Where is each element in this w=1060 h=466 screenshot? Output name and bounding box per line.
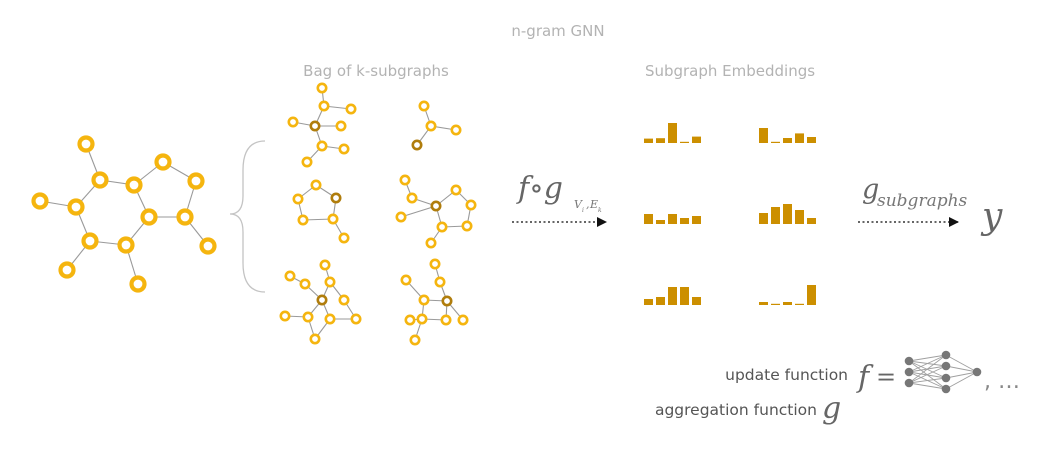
update-function-label: update function bbox=[725, 366, 848, 384]
subgraph-1 bbox=[287, 82, 357, 168]
graph-node bbox=[129, 275, 147, 293]
center-node bbox=[330, 192, 342, 204]
graph-node bbox=[81, 232, 99, 250]
graph-node bbox=[58, 261, 76, 279]
histogram-bar bbox=[795, 210, 804, 224]
center-node bbox=[430, 200, 442, 212]
neural-network-icon bbox=[904, 350, 982, 394]
histogram-bar bbox=[680, 287, 689, 305]
histogram-bar bbox=[771, 207, 780, 224]
histogram-bar bbox=[692, 297, 701, 305]
graph-node bbox=[67, 198, 85, 216]
center-node bbox=[316, 294, 328, 306]
embedding-histogram bbox=[759, 128, 816, 143]
histogram-bar bbox=[656, 220, 665, 224]
histogram-bar bbox=[783, 302, 792, 305]
embedding-operator: f∘g V i , E k bbox=[512, 171, 607, 227]
center-node bbox=[309, 120, 321, 132]
graph-node bbox=[140, 208, 158, 226]
histogram-bar bbox=[644, 214, 653, 224]
aggregation-function-symbol: g bbox=[822, 391, 841, 426]
subgraph-embeddings-label: Subgraph Embeddings bbox=[645, 62, 815, 80]
embedding-histogram bbox=[759, 204, 816, 224]
center-node bbox=[411, 139, 423, 151]
histogram-bar bbox=[783, 138, 792, 143]
graph-node bbox=[176, 208, 194, 226]
graph-node bbox=[154, 153, 172, 171]
embedding-histogram bbox=[644, 123, 701, 143]
operator-subscript-vi: i bbox=[582, 207, 584, 214]
histogram-bar bbox=[759, 213, 768, 224]
subgraph-3 bbox=[292, 179, 350, 244]
histogram-bar bbox=[759, 302, 768, 305]
histogram-bar bbox=[795, 303, 804, 305]
readout-operator-symbol: g bbox=[862, 174, 879, 205]
histogram-bar bbox=[692, 216, 701, 224]
diagram-title: n-gram GNN bbox=[511, 22, 604, 40]
output-symbol: y bbox=[980, 196, 1003, 237]
center-node bbox=[441, 295, 453, 307]
histogram-bar bbox=[644, 138, 653, 143]
operator-subscript-v: V bbox=[574, 198, 583, 211]
aggregation-function-label: aggregation function bbox=[655, 401, 817, 419]
input-graph-nodes bbox=[31, 135, 217, 293]
operator-subscript-e: E bbox=[589, 198, 598, 211]
histogram-bar bbox=[668, 123, 677, 143]
subgraph-5 bbox=[279, 259, 362, 345]
embedding-histogram bbox=[759, 285, 816, 305]
operator-subscript-ek: k bbox=[598, 207, 602, 214]
histogram-bar bbox=[759, 128, 768, 143]
legend-ellipsis: , … bbox=[984, 369, 1020, 394]
bag-of-subgraphs-label: Bag of k-subgraphs bbox=[303, 62, 449, 80]
histogram-bar bbox=[807, 285, 816, 305]
embedding-operator-symbol: f∘g bbox=[516, 171, 563, 206]
embedding-histogram bbox=[644, 214, 701, 224]
histogram-bar bbox=[668, 287, 677, 305]
histogram-bar bbox=[656, 138, 665, 143]
subgraph-embedding-histograms bbox=[644, 123, 816, 305]
graph-node bbox=[117, 236, 135, 254]
graph-node bbox=[31, 192, 49, 210]
readout-operator: g subgraphs bbox=[858, 174, 968, 227]
histogram-bar bbox=[795, 133, 804, 143]
histogram-bar bbox=[656, 297, 665, 305]
graph-node bbox=[199, 237, 217, 255]
readout-operator-subscript: subgraphs bbox=[877, 191, 968, 211]
histogram-bar bbox=[807, 218, 816, 224]
subgraph-2 bbox=[411, 100, 462, 151]
histogram-bar bbox=[680, 218, 689, 224]
histogram-bar bbox=[692, 136, 701, 143]
embedding-histogram bbox=[644, 287, 701, 305]
subgraph-6 bbox=[400, 258, 469, 346]
histogram-bar bbox=[644, 299, 653, 305]
histogram-bar bbox=[668, 214, 677, 224]
bag-brace bbox=[229, 140, 266, 293]
operator-subscript-sep: , bbox=[586, 198, 590, 211]
histogram-bar bbox=[771, 141, 780, 143]
graph-node bbox=[187, 172, 205, 190]
histogram-bar bbox=[680, 141, 689, 143]
graph-node bbox=[125, 176, 143, 194]
graph-node bbox=[91, 171, 109, 189]
histogram-bar bbox=[771, 303, 780, 305]
histogram-bar bbox=[807, 137, 816, 143]
update-function-symbol: f bbox=[856, 360, 874, 395]
subgraph-4 bbox=[395, 174, 477, 249]
input-graph bbox=[31, 135, 217, 293]
equals-sign: = bbox=[876, 363, 896, 391]
graph-node bbox=[77, 135, 95, 153]
histogram-bar bbox=[783, 204, 792, 224]
legend: update function f = bbox=[655, 350, 1020, 426]
